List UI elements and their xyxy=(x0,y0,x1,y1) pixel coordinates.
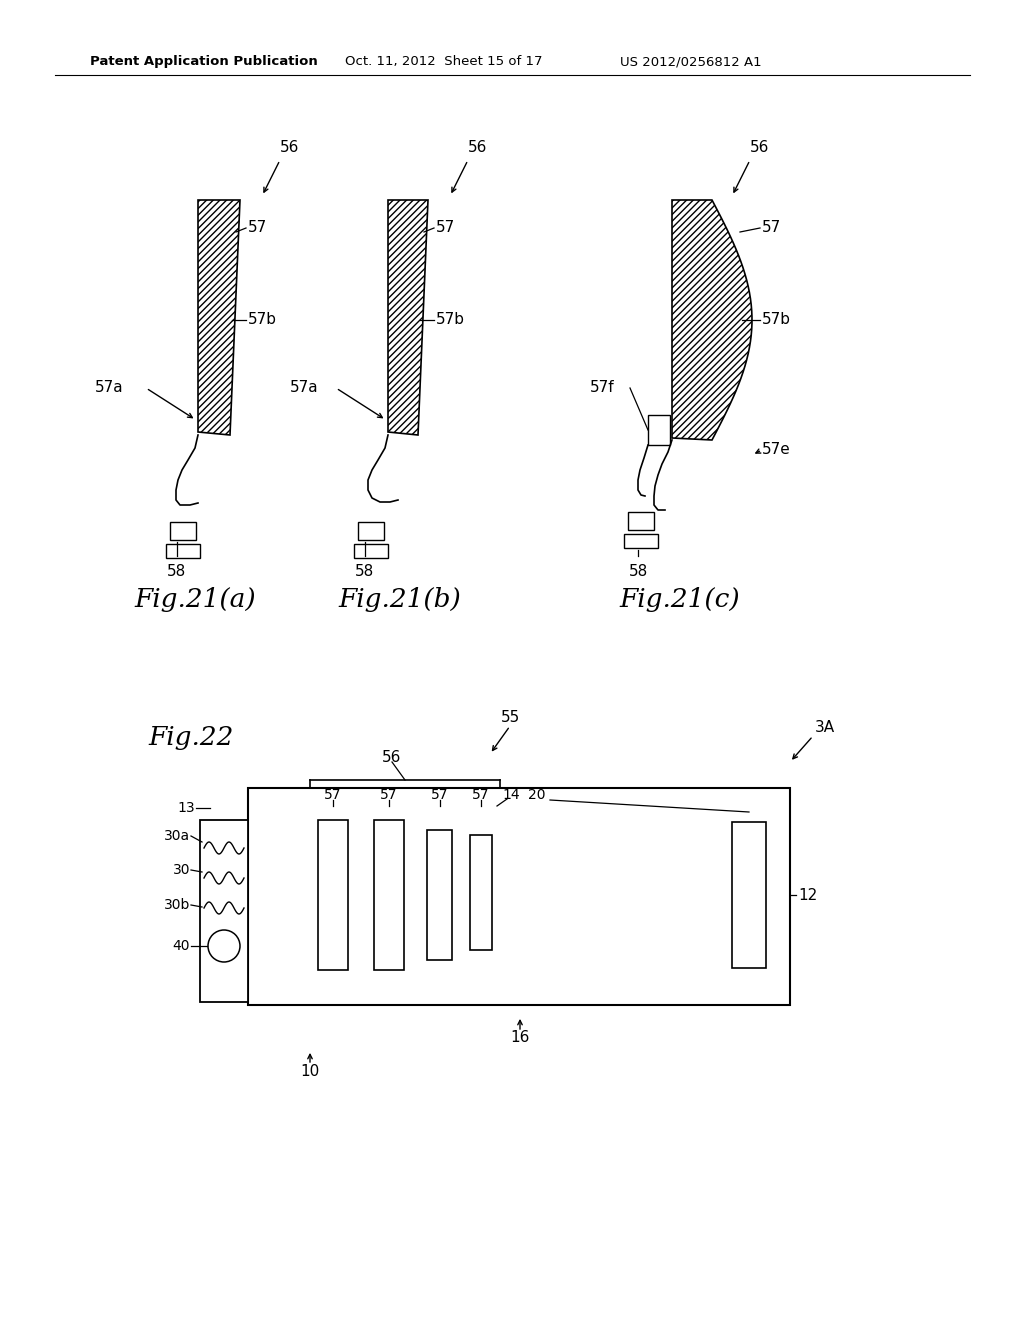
Text: 57a: 57a xyxy=(95,380,124,396)
Text: 57: 57 xyxy=(436,220,456,235)
Text: 40: 40 xyxy=(172,939,190,953)
Text: 13: 13 xyxy=(177,801,195,814)
Text: 12: 12 xyxy=(798,887,817,903)
Bar xyxy=(427,830,452,960)
Text: 57b: 57b xyxy=(436,313,465,327)
Text: Fig.21(c): Fig.21(c) xyxy=(620,587,740,612)
Polygon shape xyxy=(388,201,428,436)
Text: US 2012/0256812 A1: US 2012/0256812 A1 xyxy=(620,55,762,69)
Text: 57: 57 xyxy=(762,220,781,235)
Text: 30a: 30a xyxy=(164,829,190,843)
Text: 30b: 30b xyxy=(164,898,190,912)
Text: 57b: 57b xyxy=(762,313,791,327)
Text: Oct. 11, 2012  Sheet 15 of 17: Oct. 11, 2012 Sheet 15 of 17 xyxy=(345,55,543,69)
Bar xyxy=(628,512,654,531)
Text: 57b: 57b xyxy=(248,313,278,327)
Text: 57: 57 xyxy=(380,788,397,803)
Text: 57f: 57f xyxy=(590,380,614,396)
Text: 56: 56 xyxy=(280,140,299,156)
Text: 57e: 57e xyxy=(762,442,791,458)
Text: Fig.22: Fig.22 xyxy=(148,726,233,751)
Text: Fig.21(b): Fig.21(b) xyxy=(339,587,462,612)
Bar xyxy=(732,822,766,968)
Text: 58: 58 xyxy=(167,565,186,579)
Circle shape xyxy=(208,931,240,962)
Bar xyxy=(248,788,790,1005)
Text: 16: 16 xyxy=(510,1031,529,1045)
Text: 10: 10 xyxy=(300,1064,319,1080)
Text: 57: 57 xyxy=(248,220,267,235)
Text: 57: 57 xyxy=(431,788,449,803)
Bar xyxy=(166,544,200,558)
Bar xyxy=(354,544,388,558)
Text: 56: 56 xyxy=(750,140,769,156)
Text: Fig.21(a): Fig.21(a) xyxy=(134,587,256,612)
Text: 57: 57 xyxy=(325,788,342,803)
Bar xyxy=(648,414,670,445)
Text: 20: 20 xyxy=(528,788,546,803)
Bar xyxy=(318,820,348,970)
Text: 3A: 3A xyxy=(815,721,836,735)
Bar xyxy=(470,836,492,950)
Polygon shape xyxy=(672,201,752,440)
Text: 57: 57 xyxy=(472,788,489,803)
Text: Patent Application Publication: Patent Application Publication xyxy=(90,55,317,69)
Bar xyxy=(624,535,658,548)
Text: 58: 58 xyxy=(629,565,647,579)
Text: 56: 56 xyxy=(382,751,401,766)
Text: 30: 30 xyxy=(172,863,190,876)
Text: 55: 55 xyxy=(501,710,519,726)
Bar xyxy=(170,521,196,540)
Text: 56: 56 xyxy=(468,140,487,156)
Text: 14: 14 xyxy=(502,788,519,803)
Polygon shape xyxy=(198,201,240,436)
Bar xyxy=(200,820,248,1002)
Text: 57a: 57a xyxy=(290,380,318,396)
Bar xyxy=(358,521,384,540)
Bar xyxy=(374,820,404,970)
Text: 58: 58 xyxy=(355,565,375,579)
